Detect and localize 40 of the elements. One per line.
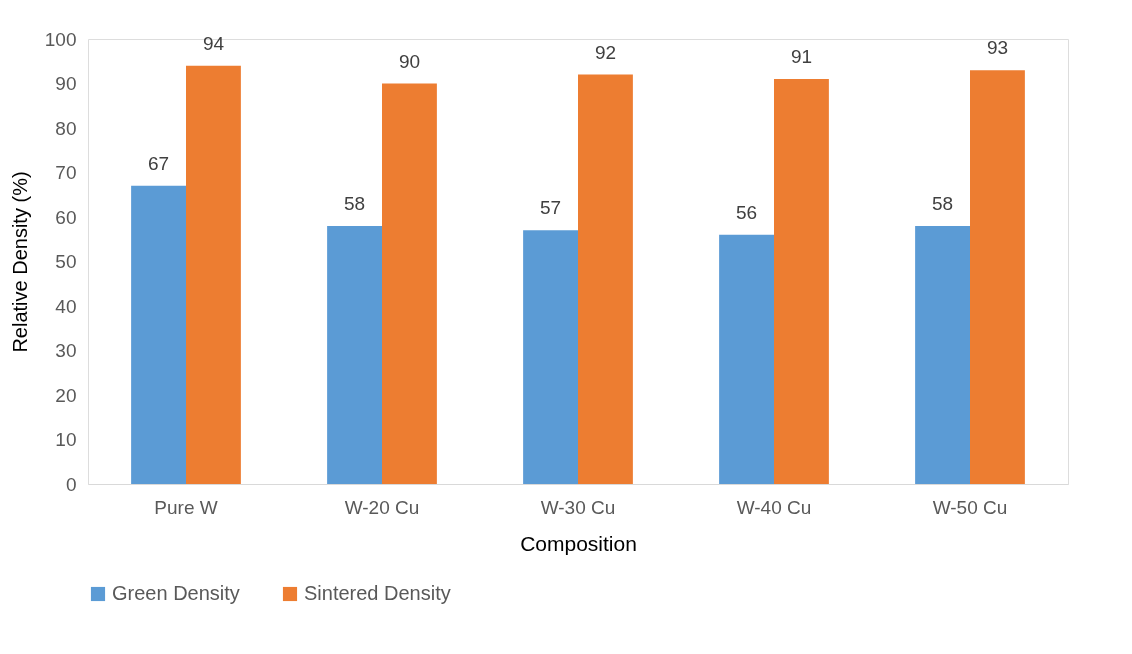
y-tick-label: 0	[65, 473, 77, 495]
y-tick-label: 70	[55, 162, 77, 183]
bar	[186, 65, 241, 484]
y-tick-label: 100	[44, 28, 77, 50]
data-label: 91	[790, 46, 813, 68]
x-tick-label: Pure W	[154, 496, 218, 518]
data-label: 58	[931, 192, 954, 214]
y-tick-label: 80	[55, 117, 77, 139]
bar	[719, 234, 774, 484]
bar	[523, 230, 578, 484]
x-axis-title: Composition	[520, 531, 637, 555]
x-tick-label: W-20 Cu	[344, 496, 420, 518]
bar	[970, 70, 1025, 484]
data-label: 58	[343, 192, 366, 214]
bar	[915, 225, 970, 484]
x-tick-label: W-50 Cu	[932, 496, 1008, 518]
data-label: 56	[735, 201, 758, 223]
bar	[578, 74, 633, 484]
y-tick-label: 50	[55, 251, 77, 272]
y-tick-label: 90	[55, 73, 77, 94]
y-tick-label: 20	[55, 384, 77, 406]
bar	[131, 185, 186, 484]
y-tick-label: 10	[55, 429, 77, 450]
data-label: 92	[594, 41, 617, 63]
x-tick-label: W-30 Cu	[540, 496, 616, 518]
y-tick-label: 40	[55, 295, 77, 317]
data-label: 93	[986, 37, 1009, 59]
y-tick-label: 30	[55, 340, 77, 361]
y-axis-title: Relative Density (%)	[8, 171, 31, 353]
y-tick-label: 60	[55, 206, 77, 228]
data-label: 90	[398, 50, 421, 72]
bar	[327, 225, 382, 484]
data-label: 94	[202, 32, 225, 54]
bar	[774, 79, 829, 484]
legend-label: Green Density	[112, 582, 240, 604]
x-tick-label: W-40 Cu	[736, 496, 812, 518]
data-label: 57	[539, 197, 562, 219]
data-label: 67	[147, 152, 170, 174]
legend-label: Sintered Density	[304, 582, 451, 604]
bar	[382, 83, 437, 484]
